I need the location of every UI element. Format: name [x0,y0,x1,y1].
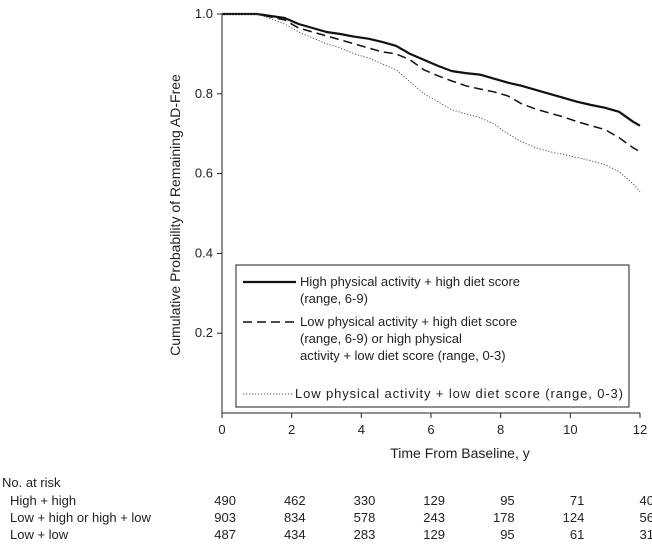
at-risk-count: 31 [639,527,652,542]
axes: 0.2 0.4 0.6 0.8 1.0 0 2 4 6 8 10 12 [195,6,647,437]
x-tick-label: 2 [288,422,295,437]
at-risk-count: 178 [492,510,515,525]
at-risk-count: 95 [500,493,515,508]
legend-label: Low physical activity + low diet score (… [295,386,623,401]
x-tick-label: 12 [633,422,647,437]
y-tick-label: 0.4 [195,245,213,260]
x-tick-label: 4 [358,422,365,437]
y-tick-label: 0.2 [195,325,213,340]
at-risk-count: 578 [353,510,376,525]
at-risk-row: Low + low 487 434 283 129 95 61 31 [0,527,652,543]
legend-label: High physical activity + high diet score [300,274,520,289]
at-risk-count: 462 [283,493,306,508]
at-risk-count: 283 [353,527,376,542]
series-line-1 [222,12,641,127]
legend-label: Low physical activity + high diet score [300,314,517,329]
at-risk-count: 434 [283,527,306,542]
at-risk-count: 330 [353,493,376,508]
at-risk-row-label: Low + low [10,527,69,542]
kaplan-meier-chart: 0.2 0.4 0.6 0.8 1.0 0 2 4 6 8 10 12 High physical a… [167,6,647,461]
x-tick-label: 6 [427,422,434,437]
at-risk-count: 243 [423,510,445,525]
at-risk-row: High + high 490 462 330 129 95 71 40 [0,493,652,509]
y-tick-label: 0.6 [195,166,213,181]
at-risk-count: 71 [569,493,585,508]
y-axis-title: Cumulative Probability of Remaining AD-F… [167,74,183,356]
at-risk-count: 487 [214,527,236,542]
series-line-2 [222,13,641,153]
y-tick-label: 1.0 [195,6,213,21]
at-risk-title: No. at risk [2,475,61,490]
x-tick-label: 0 [218,422,225,437]
at-risk-count: 95 [500,527,515,542]
x-tick-label: 8 [497,422,504,437]
legend-label: (range, 6-9) or high physical [300,331,462,346]
at-risk-count: 834 [283,510,306,525]
at-risk-count: 61 [569,527,585,542]
at-risk-row-label: Low + high or high + low [10,510,151,525]
at-risk-row-label: High + high [10,493,77,508]
at-risk-count: 129 [423,493,445,508]
at-risk-count: 129 [423,527,445,542]
at-risk-count: 903 [214,510,236,525]
legend-label: activity + low diet score (range, 0-3) [300,348,506,363]
y-tick-label: 0.8 [195,86,213,101]
at-risk-count: 490 [214,493,236,508]
at-risk-row: Low + high or high + low 903 834 578 243 178… [0,510,652,526]
x-axis-title: Time From Baseline, y [390,445,530,461]
x-tick-label: 10 [563,422,577,437]
at-risk-count: 56 [639,510,652,525]
legend-box [235,264,630,408]
series-layer [222,12,641,192]
at-risk-count: 40 [639,493,652,508]
legend: High physical activity + high diet score… [235,264,630,408]
legend-label: (range, 6-9) [300,291,368,306]
series-line-3 [222,13,641,192]
at-risk-count: 124 [562,510,585,525]
